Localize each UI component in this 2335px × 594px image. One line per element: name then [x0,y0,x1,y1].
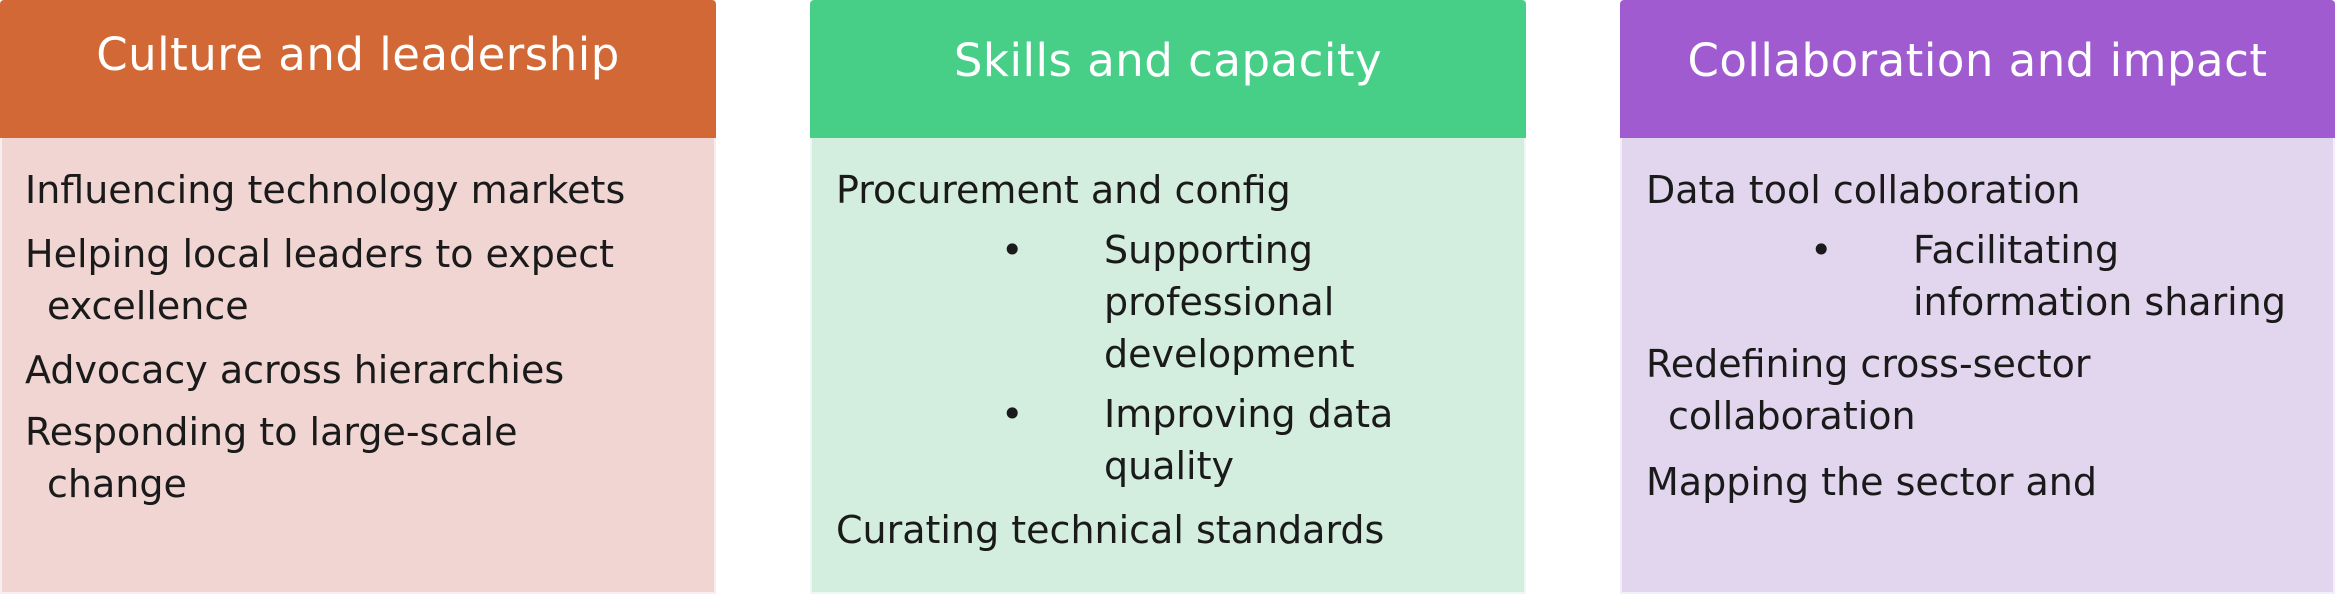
culture-item-local-leaders-cont: excellence [47,284,249,328]
culture-body: Influencing technology markets Helping l… [0,138,716,594]
skills-bullet-2: • [1001,392,1024,436]
skills-title: Skills and capacity [953,34,1383,87]
culture-item-technology-markets: Influencing technology markets [25,168,626,212]
skills-column: Skills and capacity Procurement and conf… [810,0,1526,594]
skills-bullet-1: • [1001,228,1024,272]
culture-item-large-scale-change-cont: change [47,462,187,506]
skills-subitem-data-quality: Improving data [1104,392,1394,436]
collab-body: Data tool collaboration • Facilitating i… [1620,138,2335,594]
culture-header: Culture and leadership [0,0,716,138]
collab-item-data-tool: Data tool collaboration [1646,168,2081,212]
culture-title: Culture and leadership [96,28,620,81]
skills-item-technical-standards: Curating technical standards [836,508,1385,552]
collab-column: Collaboration and impact Data tool colla… [1620,0,2335,594]
collab-item-cross-sector-cont: collaboration [1668,394,1916,438]
skills-subitem-data-quality-cont: quality [1104,444,1234,488]
collab-item-mapping-sector: Mapping the sector and [1646,460,2098,504]
skills-subitem-development: development [1104,332,1355,376]
collab-title: Collaboration and impact [1687,34,2268,87]
culture-item-advocacy: Advocacy across hierarchies [25,348,565,392]
collab-item-cross-sector: Redefining cross-sector [1646,342,2091,386]
skills-header: Skills and capacity [810,0,1526,138]
collab-subitem-facilitating: Facilitating [1913,228,2120,272]
collab-bullet-1: • [1810,228,1833,272]
culture-item-large-scale-change: Responding to large-scale [25,410,518,454]
skills-item-procurement: Procurement and config [836,168,1291,212]
culture-item-local-leaders: Helping local leaders to expect [25,232,615,276]
skills-subitem-supporting: Supporting [1104,228,1313,272]
culture-column: Culture and leadership Influencing techn… [0,0,716,594]
collab-header: Collaboration and impact [1620,0,2335,138]
collab-subitem-information-sharing: information sharing [1913,280,2286,324]
skills-body: Procurement and config • Supporting prof… [810,138,1526,594]
skills-subitem-professional: professional [1104,280,1335,324]
